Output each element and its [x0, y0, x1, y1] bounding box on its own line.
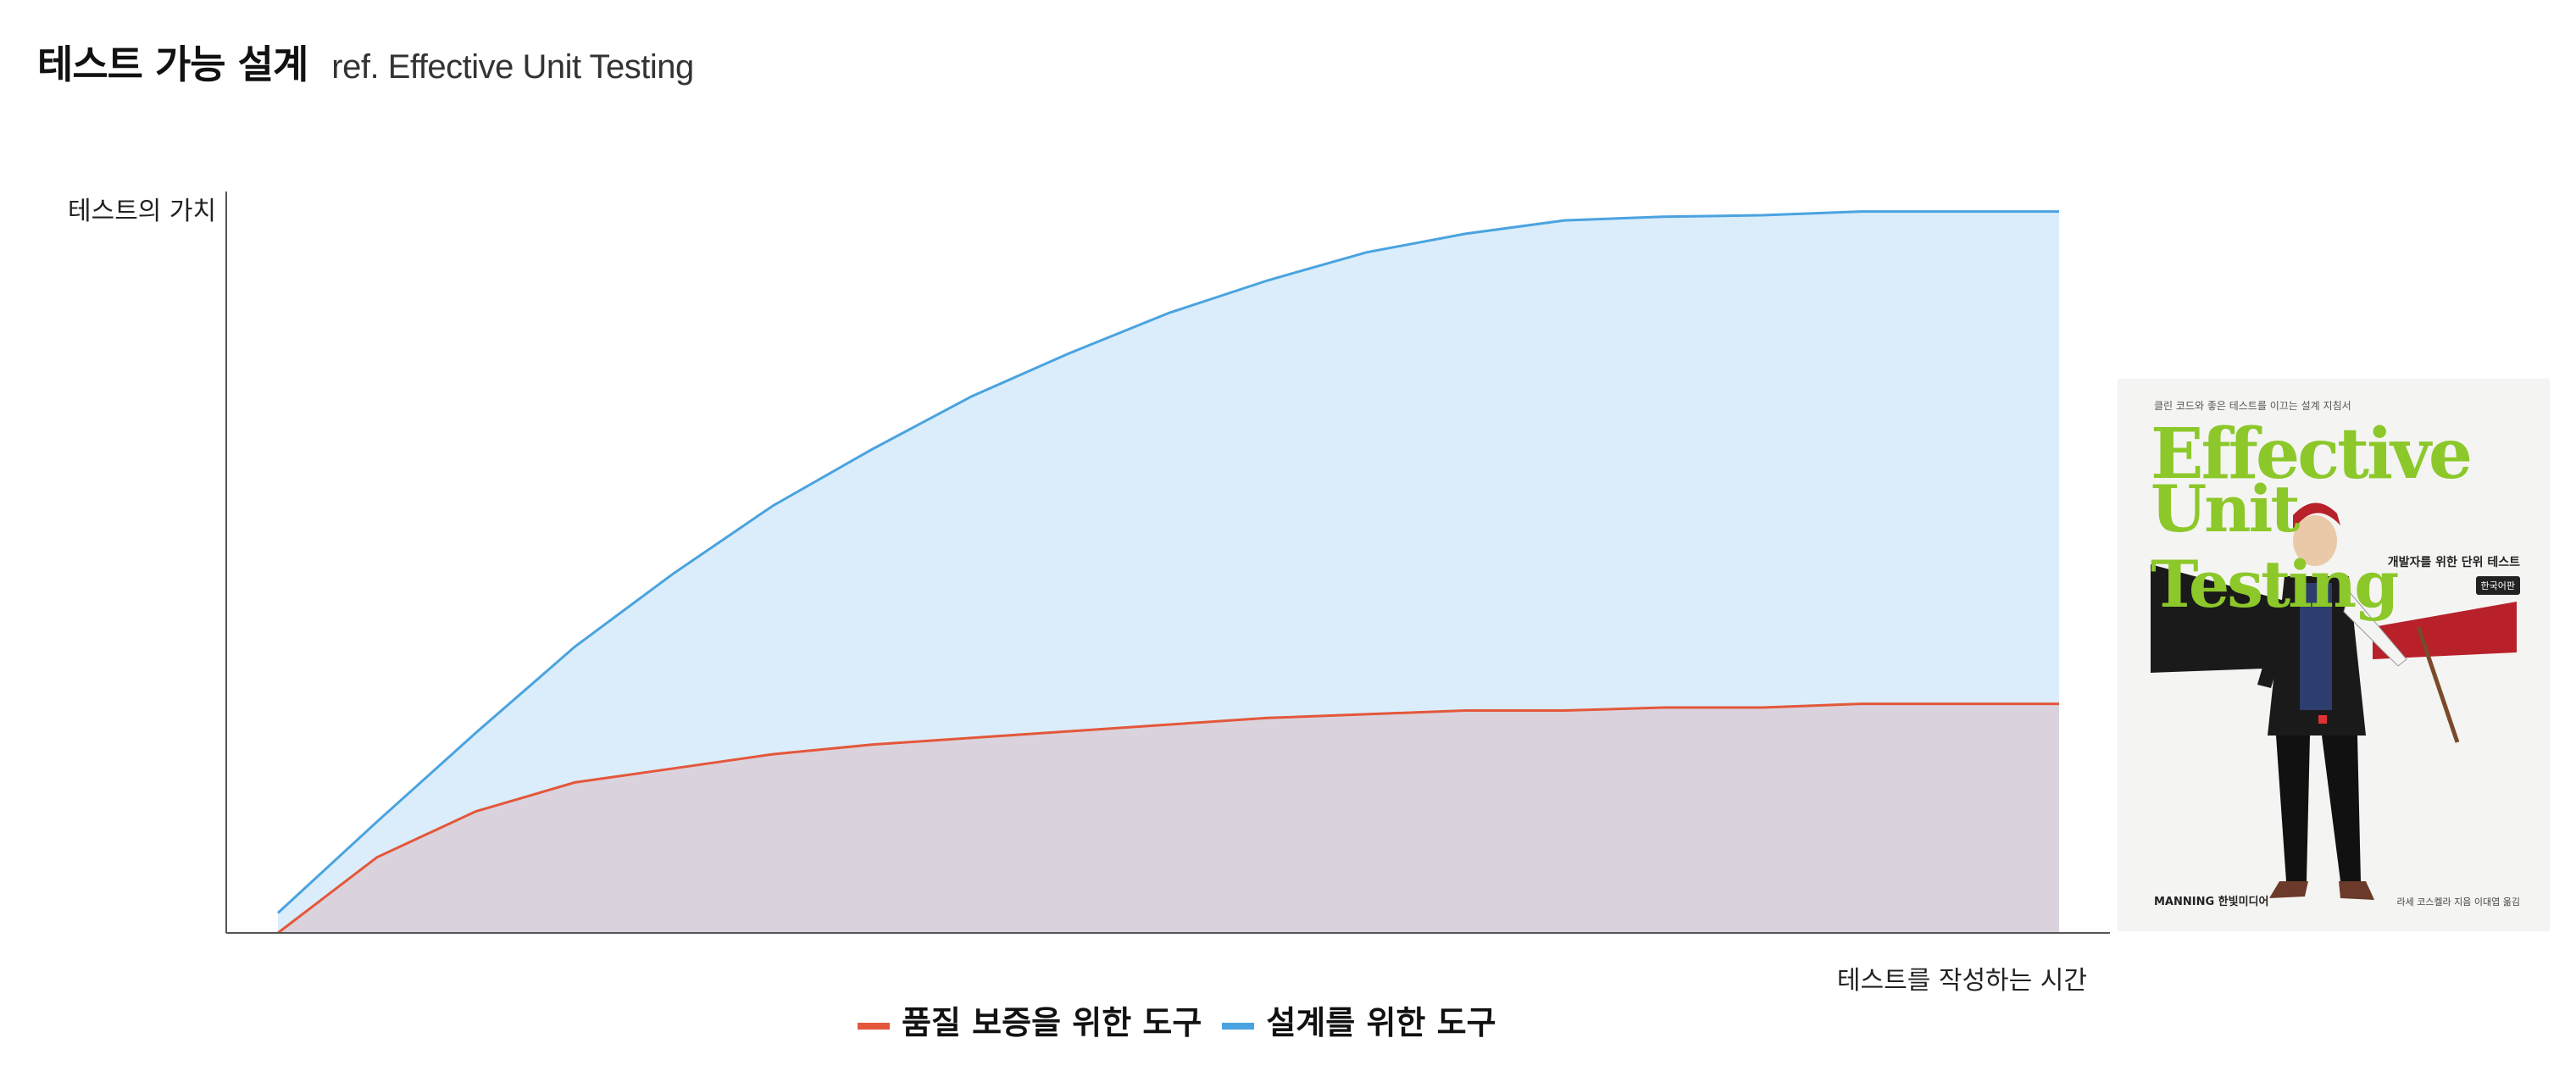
book-cover-image: 클린 코드와 좋은 테스트를 이끄는 설계 지침서 Effective Unit…	[2118, 380, 2549, 930]
chart-areas	[278, 211, 2059, 934]
x-axis-label: 테스트를 작성하는 시간	[1836, 966, 2087, 996]
y-axis-label: 테스트의 가치	[68, 197, 217, 226]
legend: 품질 보증을 위한 도구 설계를 위한 도구	[858, 996, 1496, 1043]
title-row: 테스트 가능 설계 ref. Effective Unit Testing	[37, 34, 694, 90]
legend-item-design: 설계를 위한 도구	[1222, 996, 1496, 1043]
legend-label-quality: 품질 보증을 위한 도구	[902, 1004, 1202, 1041]
series-line-quality	[277, 702, 2059, 935]
area-chart	[225, 192, 2110, 935]
legend-item-quality: 품질 보증을 위한 도구	[858, 996, 1202, 1043]
book-authors: 라세 코스켈라 지음 이대엽 옮김	[2396, 896, 2520, 908]
legend-label-design: 설계를 위한 도구	[1266, 1004, 1496, 1041]
chart-lines	[276, 210, 2059, 935]
book-publisher: MANNING 한빛미디어	[2154, 896, 2269, 908]
book-title-line2: Unit Testing	[2151, 471, 2399, 622]
page-title: 테스트 가능 설계	[37, 42, 308, 87]
legend-swatch-quality	[858, 1022, 890, 1030]
book-illustration	[2151, 502, 2517, 900]
series-line-design	[276, 210, 2059, 914]
book-subtitle: 개발자를 위한 단위 테스트	[2387, 556, 2520, 569]
book-edition-badge: 한국어판	[2475, 576, 2520, 595]
legend-swatch-design	[1222, 1022, 1255, 1030]
area-quality	[278, 703, 2059, 933]
book-tagline: 클린 코드와 좋은 테스트를 이끄는 설계 지침서	[2154, 400, 2351, 412]
page-subtitle: ref. Effective Unit Testing	[331, 48, 694, 86]
book-title-line1: Effective	[2151, 414, 2473, 495]
